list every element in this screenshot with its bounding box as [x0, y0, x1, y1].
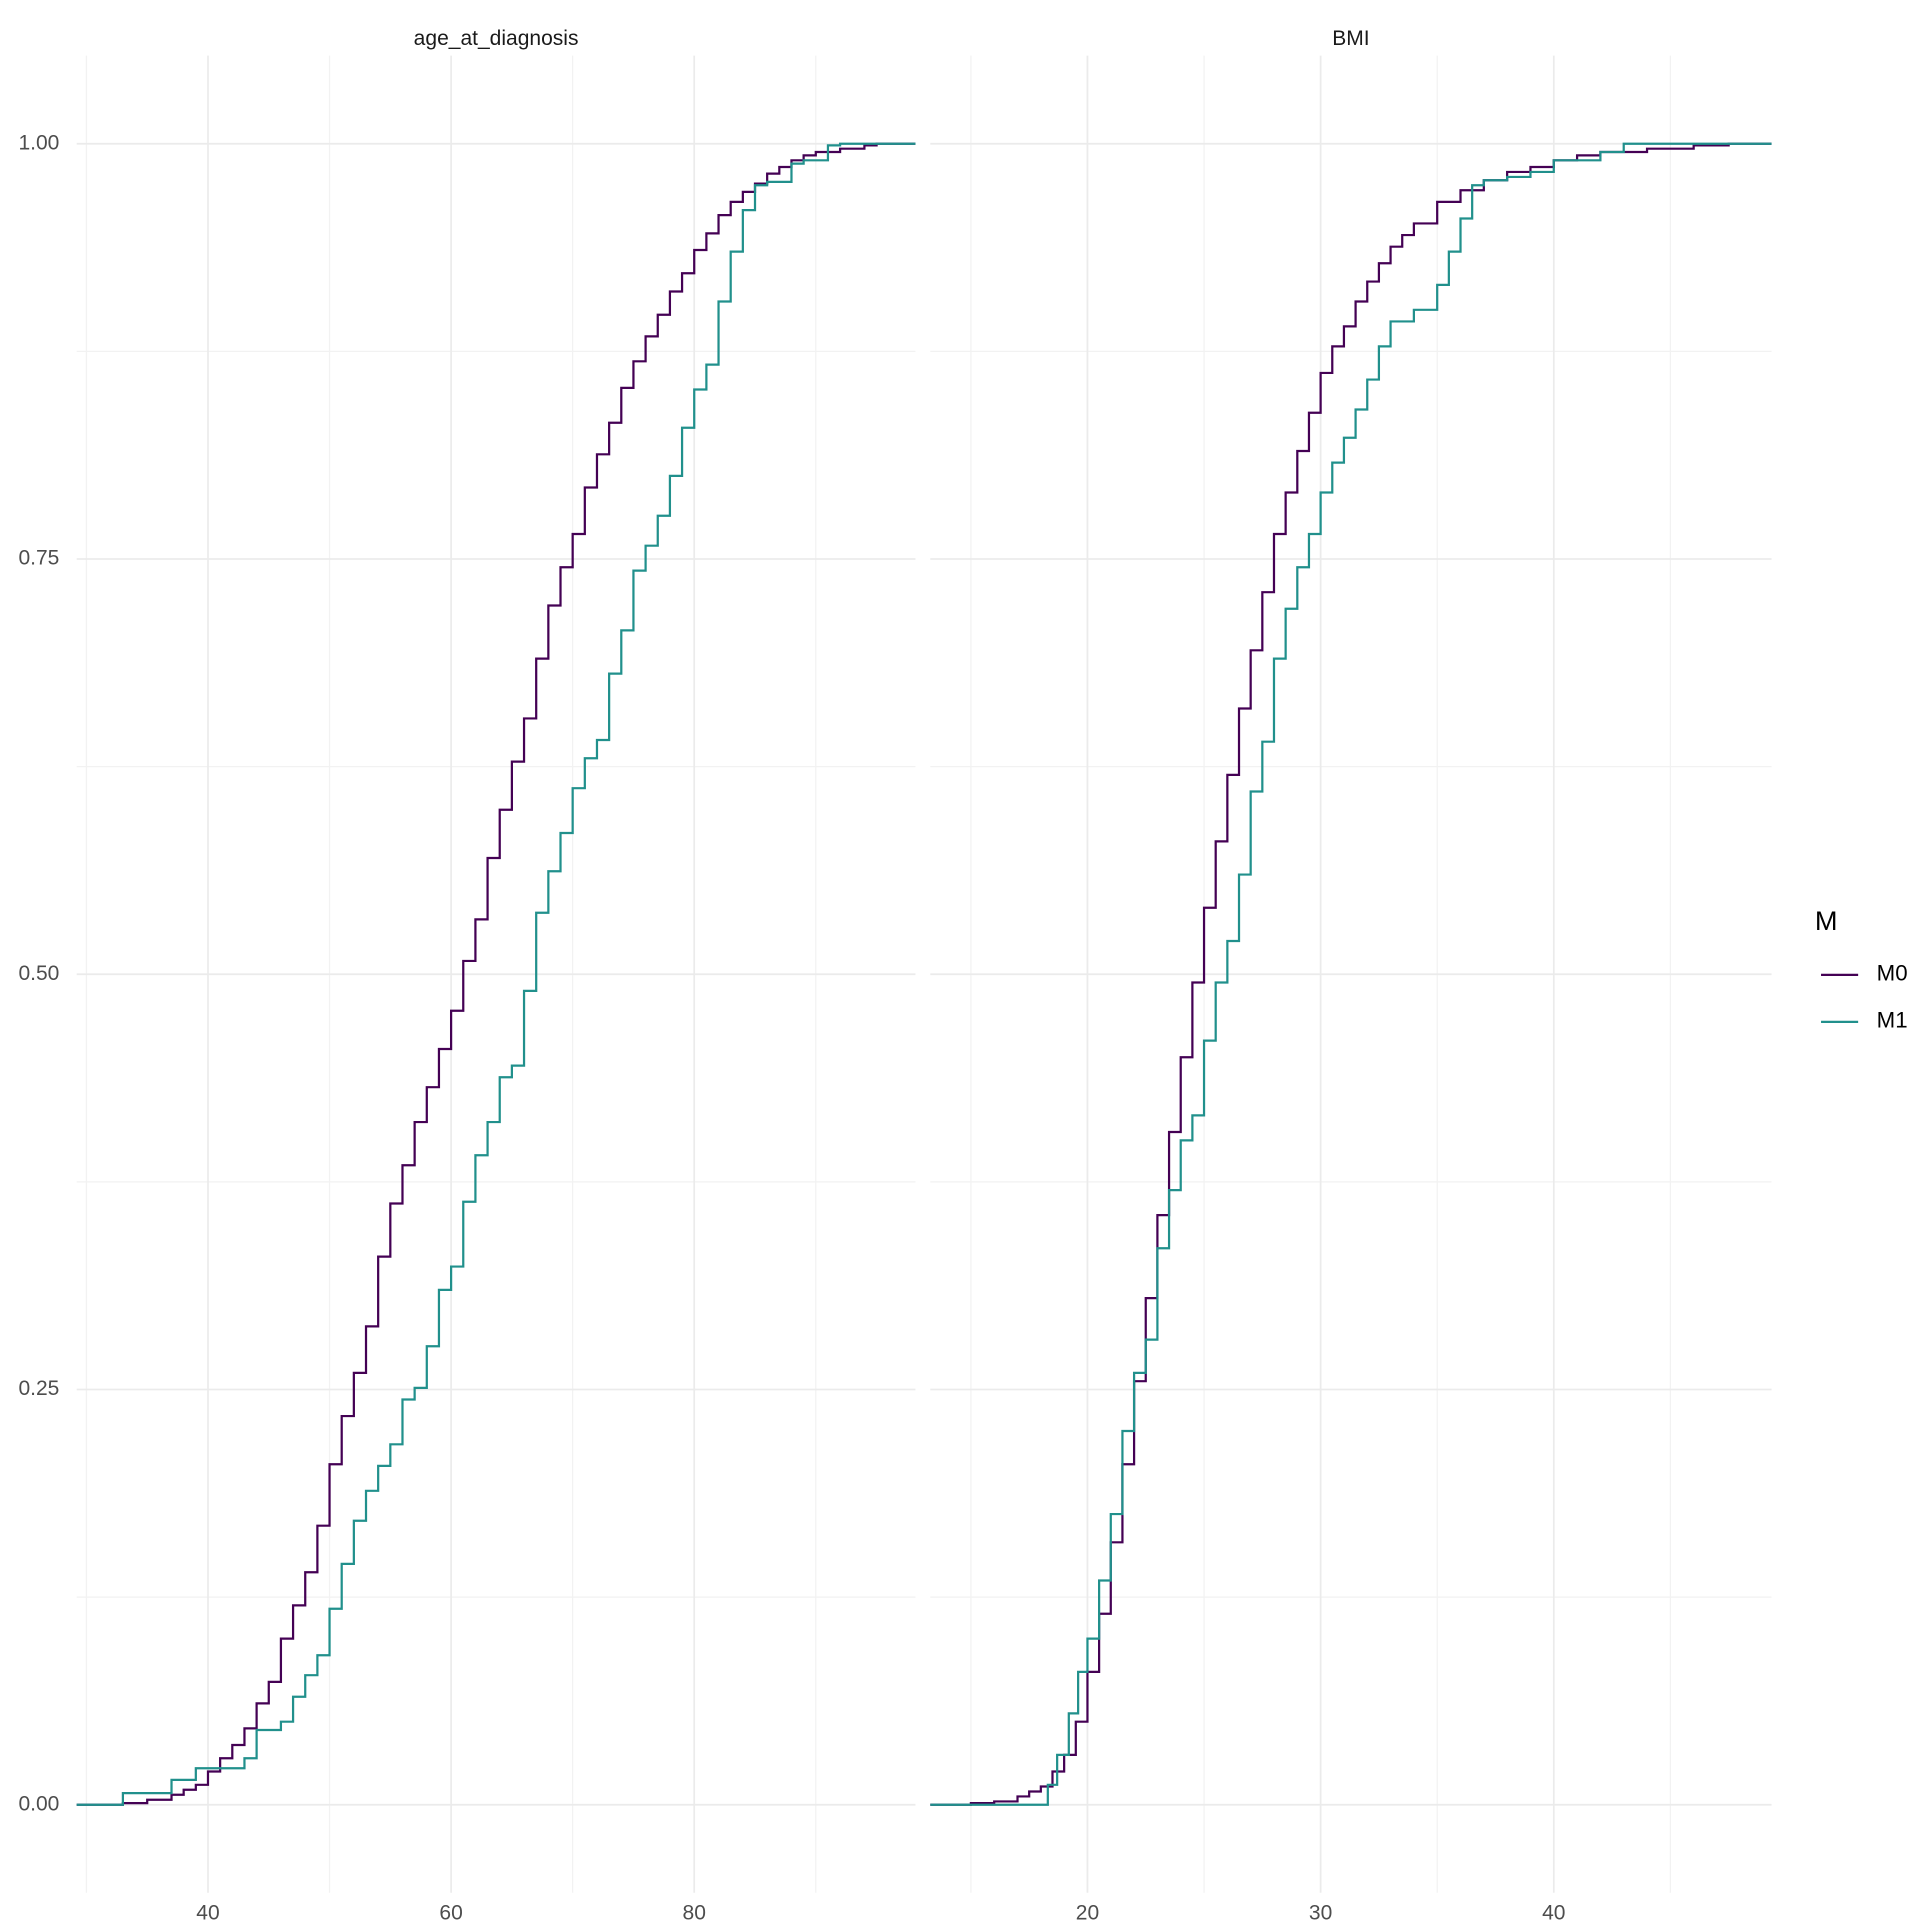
x-tick-label: 40: [1542, 1901, 1565, 1920]
y-tick-label: 0.50: [18, 962, 59, 985]
legend-label: M1: [1877, 1008, 1908, 1033]
x-tick-label: 30: [1309, 1901, 1332, 1920]
y-tick-label: 1.00: [18, 131, 59, 154]
legend-title: M: [1815, 905, 1838, 936]
x-tick-label: 60: [439, 1901, 462, 1920]
x-tick-label: 20: [1076, 1901, 1099, 1920]
x-tick-label: 40: [196, 1901, 219, 1920]
y-tick-label: 0.00: [18, 1792, 59, 1815]
ecdf-line: [76, 142, 916, 1806]
legend-label: M0: [1877, 961, 1908, 986]
ecdf-line: [930, 142, 1772, 1806]
facet-title: age_at_diagnosis: [414, 27, 579, 50]
y-tick-label: 0.25: [18, 1377, 59, 1400]
facet-title: BMI: [1332, 27, 1369, 50]
ecdf-line: [76, 142, 916, 1806]
y-tick-label: 0.75: [18, 547, 59, 570]
x-tick-label: 80: [683, 1901, 706, 1920]
